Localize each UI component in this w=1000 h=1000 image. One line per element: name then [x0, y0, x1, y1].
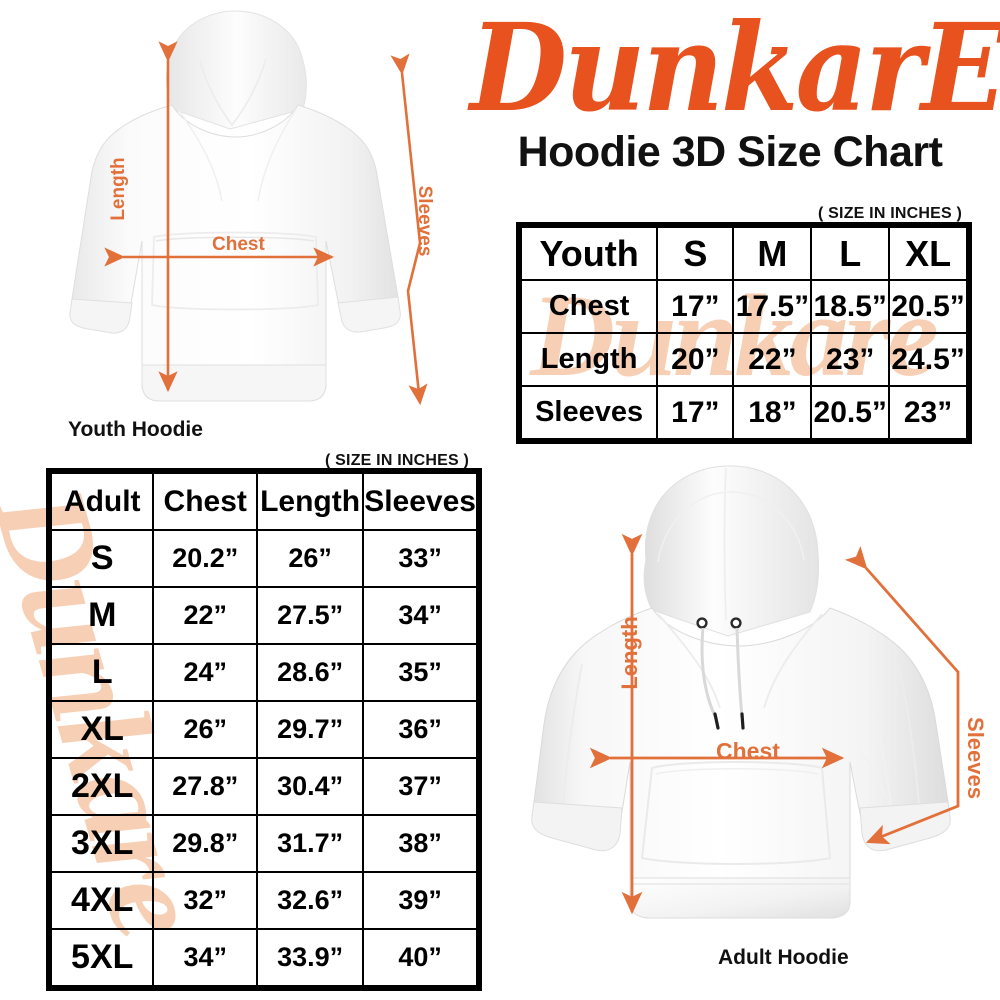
adult-hoodie-caption: Adult Hoodie — [718, 946, 849, 969]
adult-row-3xl-label: 3XL — [49, 814, 155, 873]
youth-col-xl: XL — [888, 226, 968, 281]
adult-size-units-note: ( SIZE IN INCHES ) — [325, 452, 470, 469]
youth-col-s: S — [656, 226, 735, 281]
adult-sleeves-arrow — [844, 546, 960, 845]
adult-s-length: 26” — [255, 529, 365, 588]
adult-col-length: Length — [255, 472, 365, 531]
adult-2xl-sleeves: 37” — [362, 757, 478, 816]
youth-row-length-label: Length — [519, 332, 659, 387]
youth-col-l: L — [810, 226, 891, 281]
youth-chest-xl: 20.5” — [888, 279, 968, 334]
adult-xl-sleeves: 36” — [362, 700, 478, 759]
adult-5xl-chest: 34” — [152, 928, 258, 987]
adult-s-chest: 20.2” — [152, 529, 258, 588]
adult-l-sleeves: 35” — [362, 643, 478, 702]
adult-4xl-length: 32.6” — [255, 871, 365, 930]
adult-sleeves-label: Sleeves — [963, 717, 988, 799]
youth-hoodie-illustration — [69, 10, 428, 406]
table-row: 4XL 32” 32.6” 39” — [49, 871, 478, 930]
page-title: Hoodie 3D Size Chart — [517, 128, 943, 176]
adult-col-sleeves: Sleeves — [362, 472, 478, 531]
adult-s-sleeves: 33” — [362, 529, 478, 588]
table-row: 2XL 27.8” 30.4” 37” — [49, 757, 478, 816]
adult-5xl-sleeves: 40” — [362, 928, 478, 987]
youth-sleeves-xl: 23” — [888, 385, 968, 440]
youth-chest-m: 17.5” — [732, 279, 813, 334]
brand-logo-text: DunkarE — [470, 0, 1000, 140]
adult-hoodie-illustration — [531, 465, 960, 919]
youth-size-table: Youth S M L XL Chest 17” 17.5” 18.5” 20.… — [516, 222, 972, 444]
youth-sleeves-label: Sleeves — [414, 185, 435, 257]
adult-4xl-chest: 32” — [152, 871, 258, 930]
youth-chest-l: 18.5” — [810, 279, 891, 334]
adult-xl-chest: 26” — [152, 700, 258, 759]
adult-3xl-chest: 29.8” — [152, 814, 258, 873]
adult-2xl-length: 30.4” — [255, 757, 365, 816]
youth-length-m: 22” — [732, 332, 813, 387]
table-row: Adult Chest Length Sleeves — [49, 472, 478, 531]
adult-size-table: Adult Chest Length Sleeves S 20.2” 26” 3… — [46, 468, 482, 991]
adult-row-4xl-label: 4XL — [49, 871, 155, 930]
adult-row-5xl-label: 5XL — [49, 928, 155, 987]
adult-row-2xl-label: 2XL — [49, 757, 155, 816]
adult-l-chest: 24” — [152, 643, 258, 702]
adult-3xl-sleeves: 38” — [362, 814, 478, 873]
youth-hoodie-caption: Youth Hoodie — [68, 418, 203, 441]
youth-length-xl: 24.5” — [888, 332, 968, 387]
adult-xl-length: 29.7” — [255, 700, 365, 759]
table-row: Sleeves 17” 18” 20.5” 23” — [519, 385, 968, 440]
adult-row-s-label: S — [49, 529, 155, 588]
youth-chest-s: 17” — [656, 279, 735, 334]
adult-m-sleeves: 34” — [362, 586, 478, 645]
adult-3xl-length: 31.7” — [255, 814, 365, 873]
adult-row-xl-label: XL — [49, 700, 155, 759]
youth-size-units-note: ( SIZE IN INCHES ) — [818, 205, 963, 222]
youth-corner-label: Youth — [519, 226, 659, 281]
table-row: Chest 17” 17.5” 18.5” 20.5” — [519, 279, 968, 334]
adult-col-chest: Chest — [152, 472, 258, 531]
youth-sleeves-s: 17” — [656, 385, 735, 440]
youth-row-chest-label: Chest — [519, 279, 659, 334]
table-row: Length 20” 22” 23” 24.5” — [519, 332, 968, 387]
table-row: Youth S M L XL — [519, 226, 968, 281]
youth-length-label: Length — [108, 157, 129, 221]
adult-4xl-sleeves: 39” — [362, 871, 478, 930]
youth-length-s: 20” — [656, 332, 735, 387]
adult-corner-label: Adult — [49, 472, 155, 531]
adult-5xl-length: 33.9” — [255, 928, 365, 987]
table-row: XL 26” 29.7” 36” — [49, 700, 478, 759]
table-row: S 20.2” 26” 33” — [49, 529, 478, 588]
youth-length-l: 23” — [810, 332, 891, 387]
brand-logo: DunkarE — [470, 3, 1000, 135]
adult-2xl-chest: 27.8” — [152, 757, 258, 816]
table-row: M 22” 27.5” 34” — [49, 586, 478, 645]
adult-l-length: 28.6” — [255, 643, 365, 702]
table-row: L 24” 28.6” 35” — [49, 643, 478, 702]
youth-sleeves-m: 18” — [732, 385, 813, 440]
adult-row-l-label: L — [49, 643, 155, 702]
adult-row-m-label: M — [49, 586, 155, 645]
adult-chest-label: Chest — [716, 738, 780, 764]
youth-row-sleeves-label: Sleeves — [519, 385, 659, 440]
youth-sleeves-l: 20.5” — [810, 385, 891, 440]
table-row: 5XL 34” 33.9” 40” — [49, 928, 478, 987]
table-row: 3XL 29.8” 31.7” 38” — [49, 814, 478, 873]
adult-length-label: Length — [617, 616, 642, 690]
youth-chest-label: Chest — [212, 234, 265, 255]
adult-m-length: 27.5” — [255, 586, 365, 645]
adult-m-chest: 22” — [152, 586, 258, 645]
youth-sleeves-arrow — [390, 53, 428, 406]
youth-col-m: M — [732, 226, 813, 281]
